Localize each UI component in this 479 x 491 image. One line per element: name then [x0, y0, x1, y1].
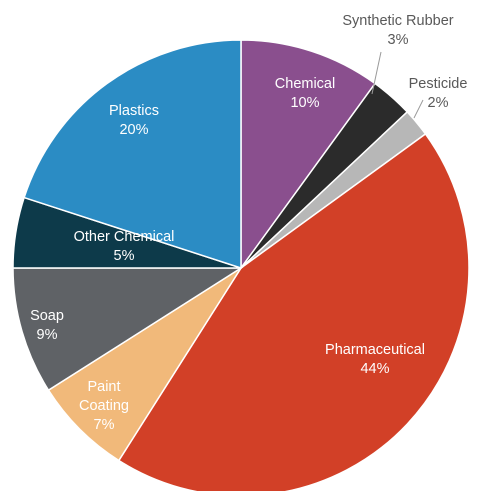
slice-label-plastics: Plastics — [109, 103, 159, 119]
slice-label-chemical: Chemical — [275, 76, 335, 92]
slice-label-soap: Soap — [30, 308, 64, 324]
slice-label-synthetic-rubber: Synthetic Rubber — [342, 13, 453, 29]
slice-value-soap: 9% — [37, 327, 58, 343]
slice-value-paint-coating: 7% — [94, 417, 115, 433]
slice-label-paint-coating: Paint — [87, 379, 120, 395]
slice-label-pesticide: Pesticide — [409, 76, 468, 92]
slice-value-other-chemical: 5% — [114, 248, 135, 264]
slice-value-pharmaceutical: 44% — [360, 361, 389, 377]
slice-label-other-chemical: Other Chemical — [74, 229, 175, 245]
slice-value-chemical: 10% — [290, 95, 319, 111]
slice-value-pesticide: 2% — [428, 95, 449, 111]
slice-value-synthetic-rubber: 3% — [388, 32, 409, 48]
slice-value-plastics: 20% — [119, 122, 148, 138]
leader-line-pesticide — [414, 100, 423, 118]
pie-slices — [13, 40, 469, 491]
slice-label-paint-coating: Coating — [79, 398, 129, 414]
slice-label-pharmaceutical: Pharmaceutical — [325, 342, 425, 358]
